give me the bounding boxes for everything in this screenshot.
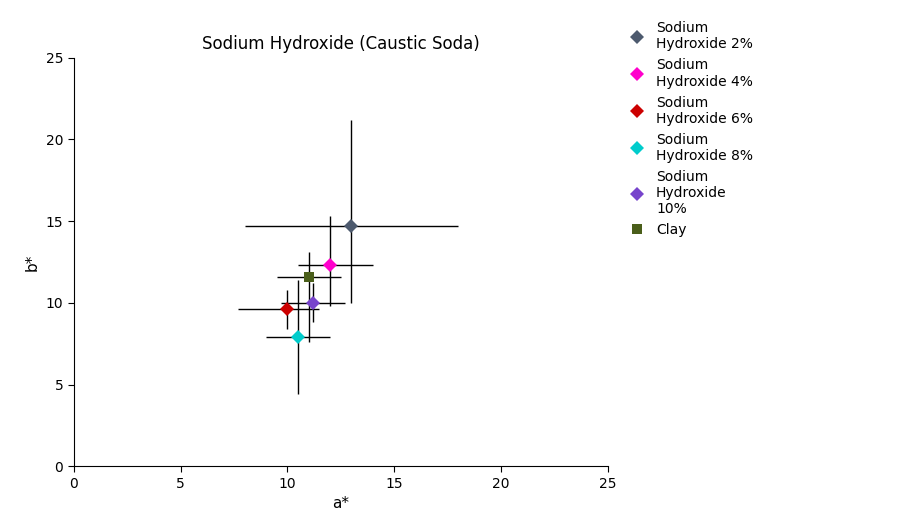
Y-axis label: b*: b*	[25, 253, 41, 271]
X-axis label: a*: a*	[332, 496, 349, 511]
Title: Sodium Hydroxide (Caustic Soda): Sodium Hydroxide (Caustic Soda)	[202, 35, 480, 53]
Legend: Sodium
Hydroxide 2%, Sodium
Hydroxide 4%, Sodium
Hydroxide 6%, Sodium
Hydroxide : Sodium Hydroxide 2%, Sodium Hydroxide 4%…	[617, 16, 759, 243]
